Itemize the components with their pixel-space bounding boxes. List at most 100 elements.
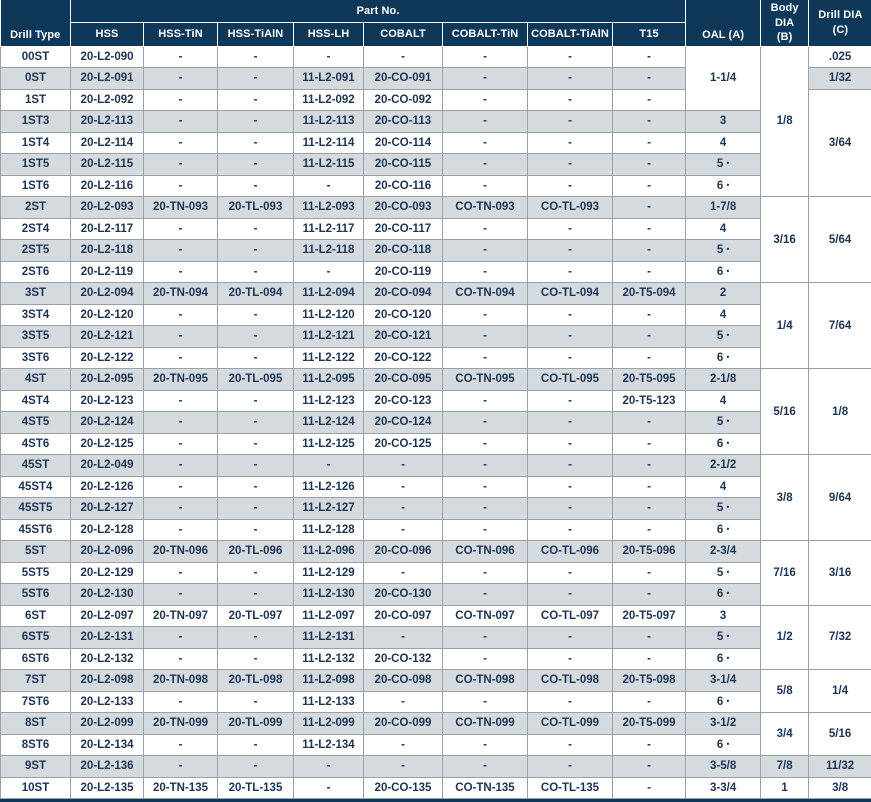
part-no-cell: - <box>527 153 613 176</box>
part-no-cell: 20-TL-098 <box>217 669 294 692</box>
drill-type-cell: 2ST <box>0 196 71 219</box>
part-no-cell: - <box>442 239 528 262</box>
oal-cell: 6 • <box>685 346 762 369</box>
part-no-cell: 20-L2-126 <box>70 475 144 498</box>
part-no-cell: 11-L2-134 <box>293 733 364 756</box>
part-no-cell: - <box>527 131 613 154</box>
part-no-cell: - <box>217 153 294 176</box>
drill-type-cell: 2ST5 <box>0 239 71 262</box>
table-row: 45ST6 20-L2-128- -11-L2-128- - - -6 • <box>0 518 871 541</box>
oal-cell: 5 • <box>685 497 762 520</box>
part-no-cell: - <box>611 583 687 606</box>
part-no-cell: - <box>217 475 294 498</box>
part-no-cell: - <box>527 432 613 455</box>
table-row: 5ST5 20-L2-129- -11-L2-129- - - -5 • <box>0 561 871 584</box>
part-no-cell: - <box>143 411 218 434</box>
part-no-cell: - <box>363 755 443 778</box>
part-no-cell: - <box>527 518 613 541</box>
table-row: 4ST 20-L2-095 20-TN-095 20-TL-095 11-L2-095 2… <box>0 368 871 455</box>
part-no-cell: 20-L2-122 <box>70 346 144 369</box>
part-no-cell: - <box>442 88 528 111</box>
part-no-cell: - <box>527 174 613 197</box>
oal-cell: 6 • <box>685 518 762 541</box>
part-no-cell: - <box>527 755 613 778</box>
part-no-cell: 11-L2-092 <box>293 88 364 111</box>
part-no-cell: 20-L2-113 <box>70 110 144 133</box>
table-row: 3ST6 20-L2-122- -11-L2-122 20-CO-122- - -6 • <box>0 346 871 369</box>
oal-cell: 5 • <box>685 411 762 434</box>
part-no-cell: 20-L2-095 <box>70 368 144 391</box>
part-no-cell: - <box>611 131 687 154</box>
part-no-cell: - <box>442 153 528 176</box>
part-no-cell: - <box>527 690 613 713</box>
col-header-hss-lh: HSS-LH <box>293 21 364 47</box>
table-row: 3ST4 20-L2-120- -11-L2-120 20-CO-120- - -4 <box>0 303 871 326</box>
part-no-cell: - <box>143 88 218 111</box>
part-no-cell: - <box>442 45 528 68</box>
footnote-dot: • <box>726 631 730 641</box>
col-header-hss-tialn: HSS-TiAlN <box>217 21 294 47</box>
part-no-cell: 20-L2-117 <box>70 217 144 240</box>
part-no-cell: CO-TL-093 <box>527 196 613 219</box>
footnote-dot: • <box>726 438 730 448</box>
part-no-cell: - <box>217 217 294 240</box>
part-no-cell: 20-L2-096 <box>70 540 144 563</box>
part-no-cell: - <box>442 110 528 133</box>
part-no-cell: CO-TN-094 <box>442 282 528 305</box>
body-dia-cell: 7/16 <box>760 540 810 606</box>
part-no-cell: - <box>527 346 613 369</box>
part-no-cell: 20-T5-098 <box>611 669 687 692</box>
part-no-cell: 20-TL-097 <box>217 604 294 627</box>
oal-cell: 5 • <box>685 325 762 348</box>
table-row: 45ST 20-L2-049- - - - - - -2-1/2 3/8 9/64 <box>0 454 871 541</box>
drill-dia-cell: 7/64 <box>808 282 871 369</box>
part-no-cell: - <box>217 561 294 584</box>
oal-cell: 4 <box>685 389 762 412</box>
oal-cell: 6 • <box>685 647 762 670</box>
part-no-cell: - <box>442 755 528 778</box>
part-no-cell: 20-T5-097 <box>611 604 687 627</box>
part-no-cell: 20-L2-134 <box>70 733 144 756</box>
footnote-dot: • <box>726 588 730 598</box>
table-row: 2ST6 20-L2-119- - -20-CO-119- - -6 • <box>0 260 871 283</box>
part-no-cell: CO-TL-135 <box>527 776 613 799</box>
body-dia-cell: 3/4 <box>760 712 810 756</box>
table-row: 4ST5 20-L2-124- -11-L2-124 20-CO-124- - -5 • <box>0 411 871 434</box>
part-no-cell: 20-TN-096 <box>143 540 218 563</box>
part-no-cell: - <box>293 174 364 197</box>
part-no-cell: - <box>611 432 687 455</box>
part-no-cell: 20-L2-093 <box>70 196 144 219</box>
part-no-cell: 20-L2-098 <box>70 669 144 692</box>
part-no-cell: 20-L2-049 <box>70 454 144 477</box>
footnote-dot: • <box>726 352 730 362</box>
part-no-cell: - <box>611 67 687 90</box>
part-no-cell: 20-CO-132 <box>363 647 443 670</box>
part-no-cell: 20-CO-094 <box>363 282 443 305</box>
oal-cell: 6 • <box>685 690 762 713</box>
part-no-cell: - <box>217 690 294 713</box>
part-no-cell: 20-CO-122 <box>363 346 443 369</box>
part-no-cell: - <box>217 110 294 133</box>
part-no-cell: - <box>442 561 528 584</box>
footnote-dot: • <box>726 266 730 276</box>
part-no-cell: 11-L2-132 <box>293 647 364 670</box>
part-no-cell: - <box>143 454 218 477</box>
part-no-cell: 20-L2-090 <box>70 45 144 68</box>
part-no-cell: - <box>217 389 294 412</box>
drill-dia-cell: 11/32 <box>808 755 871 778</box>
body-dia-cell: 1 <box>760 776 810 799</box>
part-no-cell: - <box>217 325 294 348</box>
drill-type-cell: 3ST6 <box>0 346 71 369</box>
part-no-cell: 20-L2-121 <box>70 325 144 348</box>
part-no-cell: 11-L2-125 <box>293 432 364 455</box>
part-no-cell: 11-L2-113 <box>293 110 364 133</box>
drill-type-cell: 4ST4 <box>0 389 71 412</box>
part-no-cell: 20-CO-119 <box>363 260 443 283</box>
oal-cell: 1-1/4 <box>685 45 762 111</box>
part-no-cell: - <box>143 217 218 240</box>
part-no-cell: - <box>363 733 443 756</box>
footnote-dot: • <box>726 696 730 706</box>
part-no-cell: - <box>442 174 528 197</box>
drill-type-header: Drill Type <box>0 0 71 47</box>
table-row: 45ST5 20-L2-127- -11-L2-127- - - -5 • <box>0 497 871 520</box>
